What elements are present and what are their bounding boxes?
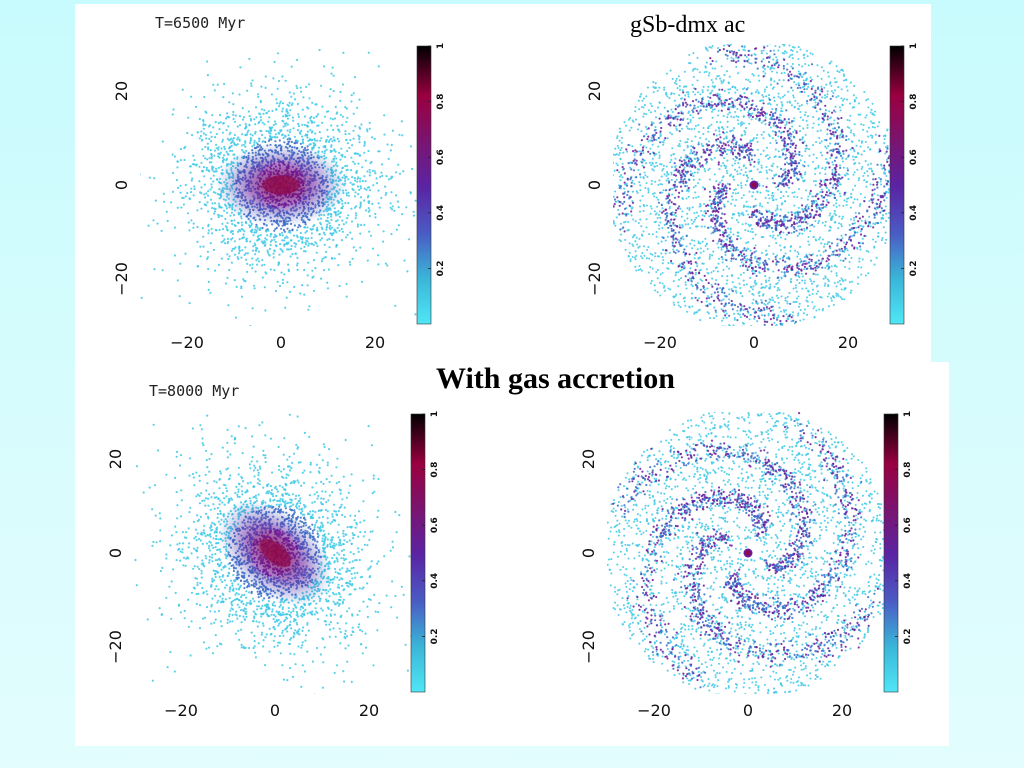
colorbar-tick-label: 0.4	[436, 205, 446, 221]
y-tick-label: 20	[112, 81, 131, 101]
panel-8000-face: −20 0 20 20 0 −20 0.2 0.4 0.6 0.8 1	[579, 411, 913, 720]
y-tick-label: 0	[579, 548, 598, 558]
y-tick-label: 0	[106, 548, 125, 558]
particle-field	[613, 44, 895, 326]
y-tick-label: 20	[585, 81, 604, 101]
y-tick-label: 0	[112, 180, 131, 190]
y-tick-label: −20	[585, 262, 604, 296]
x-tick-label: 0	[743, 701, 753, 720]
panel-6500-edge: T=6500 Myr −20 0 20 20 0 −20 0.2 0.4 0.6 0.8 1	[112, 14, 446, 352]
y-tick-label: −20	[579, 630, 598, 664]
colorbar	[883, 413, 899, 693]
x-tick-label: 20	[832, 701, 852, 720]
colorbar-tick-label: 0.8	[903, 462, 913, 478]
colorbar-tick-label: 0.4	[909, 205, 919, 221]
y-tick-label: −20	[106, 630, 125, 664]
colorbar-tick-label: 0.2	[430, 628, 440, 644]
colorbar	[416, 45, 432, 325]
x-tick-label: 0	[270, 701, 280, 720]
colorbar-tick-label: 1	[430, 411, 440, 417]
time-label: T=6500 Myr	[155, 14, 245, 32]
colorbar-tick-label: 1	[903, 411, 913, 417]
model-label: gSb-dmx ac	[630, 12, 746, 38]
y-tick-label: 0	[585, 180, 604, 190]
colorbar	[410, 413, 426, 693]
colorbar-tick-label: 0.6	[436, 149, 446, 165]
x-tick-label: 20	[359, 701, 379, 720]
colorbar-tick-label: 1	[436, 43, 446, 49]
x-tick-label: 0	[276, 333, 286, 352]
x-tick-label: 20	[838, 333, 858, 352]
colorbar-tick-label: 0.2	[909, 260, 919, 276]
colorbar-tick-label: 0.4	[903, 573, 913, 589]
colorbar-tick-label: 0.8	[430, 462, 440, 478]
x-tick-label: −20	[637, 701, 671, 720]
colorbar-tick-label: 0.2	[436, 260, 446, 276]
time-label: T=8000 Myr	[149, 382, 239, 400]
colorbar-tick-label: 0.6	[909, 149, 919, 165]
colorbar-tick-label: 0.8	[436, 94, 446, 110]
panel-6500-face: −20 0 20 20 0 −20 0.2 0.4 0.6 0.8 1	[585, 43, 919, 352]
colorbar-tick-label: 0.4	[430, 573, 440, 589]
panel-8000-edge: T=8000 Myr −20 0 20 20 0 −20 0.2 0.4 0.6 0.8 1	[106, 382, 440, 720]
colorbar-tick-label: 0.8	[909, 94, 919, 110]
colorbar-tick-label: 1	[909, 43, 919, 49]
x-tick-label: 0	[749, 333, 759, 352]
x-tick-label: 20	[365, 333, 385, 352]
y-tick-label: 20	[106, 449, 125, 469]
y-tick-label: 20	[579, 449, 598, 469]
particle-field	[134, 413, 413, 694]
accretion-label: With gas accretion	[436, 362, 675, 395]
colorbar-tick-label: 0.2	[903, 628, 913, 644]
colorbar-tick-label: 0.6	[903, 517, 913, 533]
particle-field	[140, 48, 422, 326]
y-tick-label: −20	[112, 262, 131, 296]
colorbar	[889, 45, 905, 325]
x-tick-label: −20	[643, 333, 677, 352]
x-tick-label: −20	[170, 333, 204, 352]
particle-field	[607, 412, 889, 694]
x-tick-label: −20	[164, 701, 198, 720]
colorbar-tick-label: 0.6	[430, 517, 440, 533]
